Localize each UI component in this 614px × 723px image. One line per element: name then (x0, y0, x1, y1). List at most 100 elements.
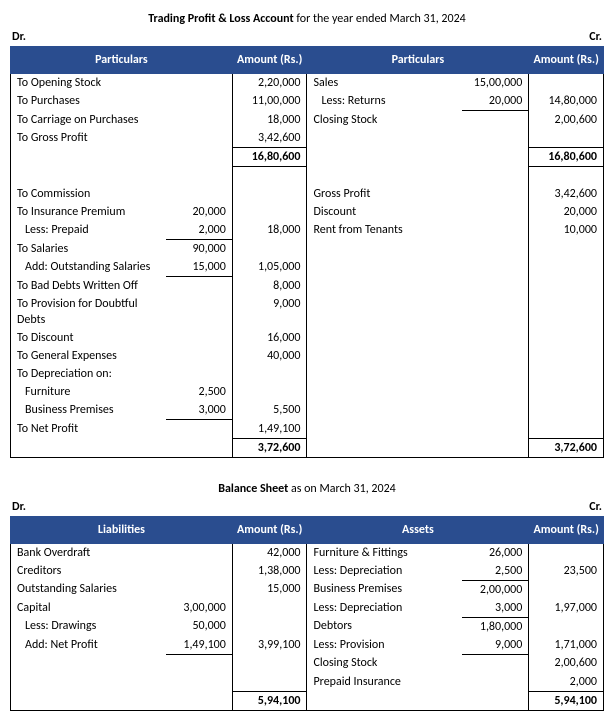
discount-dr-label: To Discount (11, 329, 166, 347)
carriage-amt: 18,000 (232, 111, 307, 130)
pl-head-amount-dr: Amount (Rs.) (232, 47, 307, 74)
pl-title-rest: for the year ended March 31, 2024 (294, 12, 466, 26)
add-np-amt: 3,99,100 (232, 636, 307, 655)
furn-inner: 26,000 (462, 543, 528, 562)
insurance-label: To Insurance Premium (11, 203, 166, 221)
less-prepaid-label: Less: Prepaid (11, 221, 166, 240)
less-returns-amt: 14,80,000 (529, 92, 604, 111)
dep-prem-label: Business Premises (11, 401, 166, 420)
out-sal-amt: 15,000 (232, 580, 307, 599)
pl-total-dr: 3,72,600 (232, 438, 307, 457)
bs-header-row: Liabilities Amount (Rs.) Assets Amount (… (11, 516, 604, 543)
less-prov-label: Less: Provision (307, 636, 463, 655)
sales-label: Sales (307, 74, 462, 93)
dep-head-label: To Depreciation on: (11, 365, 166, 383)
pl-title-strong: Trading Profit & Loss Account (148, 12, 293, 26)
dep-prem-amt: 5,500 (232, 401, 307, 420)
asset-total: 5,94,100 (529, 691, 604, 710)
less-returns-label: Less: Returns (307, 92, 462, 111)
bs-table: Liabilities Amount (Rs.) Assets Amount (… (10, 516, 604, 711)
less-dep-furn-label: Less: Depreciation (307, 562, 463, 581)
creditors-amt: 1,38,000 (232, 562, 307, 581)
liab-total: 5,94,100 (232, 691, 307, 710)
bs-head-amount-l: Amount (Rs.) (232, 516, 307, 543)
bs-head-assets: Assets (307, 516, 529, 543)
salaries-label: To Salaries (11, 240, 166, 259)
commission-label: To Commission (11, 185, 166, 203)
debtors-label: Debtors (307, 617, 463, 636)
closing-stock-amt: 2,00,600 (529, 111, 604, 130)
capital-label: Capital (11, 599, 167, 618)
less-prov-amt: 1,71,000 (529, 636, 604, 655)
add-outstanding-inner: 15,000 (166, 258, 232, 277)
creditors-label: Creditors (11, 562, 167, 581)
gp-cr-label: Gross Profit (307, 185, 462, 203)
pl-cr: Cr. (589, 30, 602, 44)
prem-inner: 2,00,000 (462, 580, 528, 599)
dep-furn-inner: 2,500 (166, 383, 232, 401)
less-dep-furn-amt: 23,500 (529, 562, 604, 581)
prepaid-label: Prepaid Insurance (307, 673, 463, 692)
pl-head-amount-cr: Amount (Rs.) (529, 47, 604, 74)
net-profit-label: To Net Profit (11, 420, 166, 439)
gp-dr-amt: 3,42,600 (232, 129, 307, 148)
gp-dr-label: To Gross Profit (11, 129, 166, 148)
salaries-inner: 90,000 (166, 240, 232, 259)
provision-amt: 9,000 (232, 295, 307, 329)
less-dep-prem-label: Less: Depreciation (307, 599, 463, 618)
discount-cr-label: Discount (307, 203, 462, 221)
general-label: To General Expenses (11, 347, 166, 365)
carriage-label: To Carriage on Purchases (11, 111, 166, 130)
debtors-inner: 1,80,000 (462, 617, 528, 636)
prepaid-amt: 2,000 (529, 673, 604, 692)
less-draw-label: Less: Drawings (11, 617, 167, 636)
bad-debts-label: To Bad Debts Written Off (11, 277, 166, 296)
rent-amt: 10,000 (529, 221, 604, 240)
trade-total-cr: 16,80,600 (529, 148, 604, 167)
gp-cr-amt: 3,42,600 (529, 185, 604, 203)
add-outstanding-amt: 1,05,000 (232, 258, 307, 277)
bs-drcr: Dr. Cr. (10, 500, 604, 516)
pl-table: Particulars Amount (Rs.) Particulars Amo… (10, 46, 604, 458)
discount-dr-amt: 16,000 (232, 329, 307, 347)
discount-cr-amt: 20,000 (529, 203, 604, 221)
opening-stock-amt: 2,20,000 (232, 74, 307, 93)
dep-furn-label: Furniture (11, 383, 166, 401)
prem-label: Business Premises (307, 580, 463, 599)
bs-title-strong: Balance Sheet (218, 482, 288, 496)
bad-debts-amt: 8,000 (232, 277, 307, 296)
add-outstanding-label: Add: Outstanding Salaries (11, 258, 166, 277)
trade-total-dr: 16,80,600 (232, 148, 307, 167)
purchases-label: To Purchases (11, 92, 166, 111)
general-amt: 40,000 (232, 347, 307, 365)
overdraft-label: Bank Overdraft (11, 543, 167, 562)
net-profit-amt: 1,49,100 (232, 420, 307, 439)
pl-head-particulars-dr: Particulars (11, 47, 233, 74)
pl-total-cr: 3,72,600 (529, 438, 604, 457)
pl-drcr: Dr. Cr. (10, 30, 604, 46)
bs-title-rest: as on March 31, 2024 (288, 482, 396, 496)
bs-cr: Cr. (589, 500, 602, 514)
pl-dr: Dr. (12, 30, 26, 44)
provision-label: To Provision for Doubtful Debts (11, 295, 166, 329)
opening-stock-label: To Opening Stock (11, 74, 166, 93)
sales-inner: 15,00,000 (462, 74, 528, 93)
less-dep-furn-inner: 2,500 (462, 562, 528, 581)
bs-head-liab: Liabilities (11, 516, 233, 543)
add-np-label: Add: Net Profit (11, 636, 167, 655)
less-returns-inner: 20,000 (462, 92, 528, 111)
overdraft-amt: 42,000 (232, 543, 307, 562)
bs-title: Balance Sheet as on March 31, 2024 (10, 482, 604, 496)
capital-inner: 3,00,000 (166, 599, 232, 618)
less-prov-inner: 9,000 (462, 636, 528, 655)
less-dep-prem-inner: 3,000 (462, 599, 528, 618)
less-prepaid-amt: 18,000 (232, 221, 307, 240)
pl-title: Trading Profit & Loss Account for the ye… (10, 12, 604, 26)
rent-label: Rent from Tenants (307, 221, 462, 240)
pl-header-row: Particulars Amount (Rs.) Particulars Amo… (11, 47, 604, 74)
bs-dr: Dr. (12, 500, 26, 514)
out-sal-label: Outstanding Salaries (11, 580, 167, 599)
furn-label: Furniture & Fittings (307, 543, 463, 562)
cs-label: Closing Stock (307, 654, 463, 673)
pl-head-particulars-cr: Particulars (307, 47, 529, 74)
